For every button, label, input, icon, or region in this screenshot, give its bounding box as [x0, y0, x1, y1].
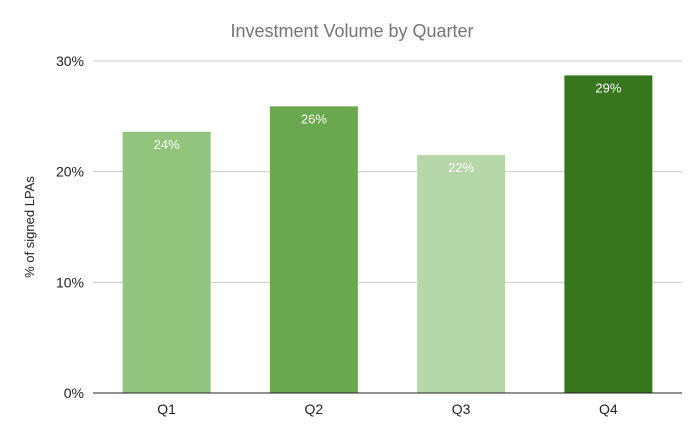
- x-tick-label: Q2: [305, 401, 324, 417]
- y-axis-ticks: 0% 10% 20% 30%: [56, 53, 84, 401]
- y-tick-label: 30%: [56, 53, 84, 69]
- data-labels: 24% 26% 22% 29%: [154, 80, 622, 175]
- y-axis-label: % of signed LPAs: [22, 176, 37, 278]
- x-axis-ticks: Q1 Q2 Q3 Q4: [157, 401, 618, 417]
- y-tick-label: 0%: [64, 385, 84, 401]
- data-label: 24%: [154, 137, 180, 152]
- y-tick-label: 10%: [56, 274, 84, 290]
- x-tick-label: Q4: [599, 401, 618, 417]
- chart-title: Investment Volume by Quarter: [230, 21, 473, 41]
- x-tick-label: Q3: [452, 401, 471, 417]
- data-label: 26%: [301, 111, 327, 126]
- data-label: 29%: [595, 80, 621, 95]
- bar-q4: [564, 75, 653, 394]
- bar-q2: [269, 106, 358, 393]
- bar-q1: [122, 131, 211, 393]
- bars: [122, 75, 653, 394]
- y-tick-label: 20%: [56, 164, 84, 180]
- bar-q3: [417, 155, 506, 393]
- data-label: 22%: [448, 160, 474, 175]
- x-tick-label: Q1: [157, 401, 176, 417]
